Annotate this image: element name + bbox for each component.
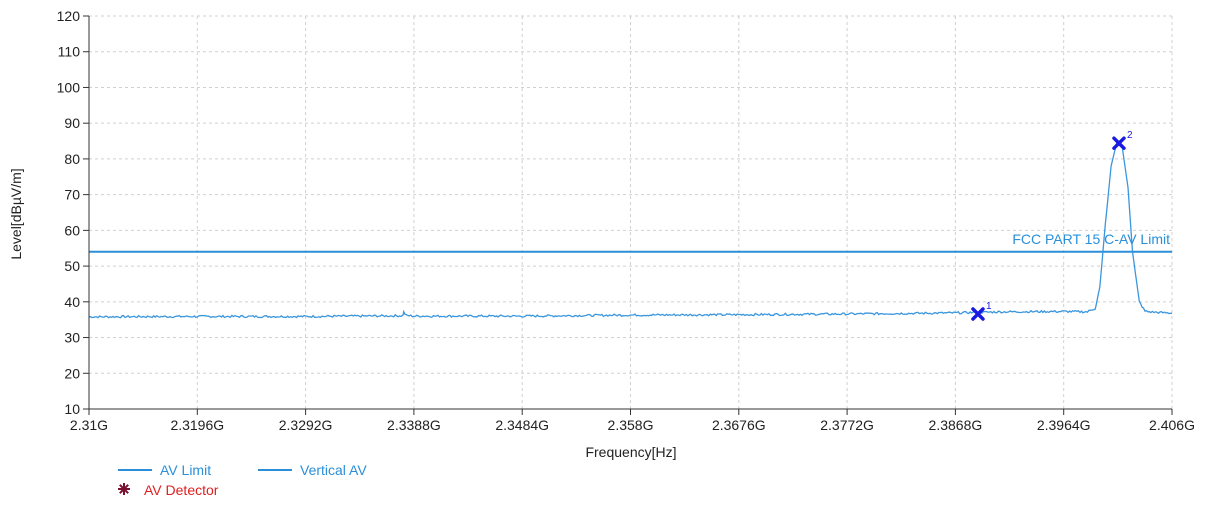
x-tick-label: 2.3676G [712,417,766,433]
x-axis-title: Frequency[Hz] [585,444,676,460]
grid [89,15,1173,409]
y-tick-label: 20 [64,365,80,381]
legend-label: Vertical AV [300,462,367,478]
y-tick-label: 60 [64,222,80,238]
y-tick-label: 100 [57,79,81,95]
y-tick-label: 120 [57,8,81,24]
legend-item: AV Detector [118,482,219,498]
x-tick-label: 2.358G [608,417,654,433]
marker-1: 1 [971,301,992,321]
x-ticks: 2.31G 2.3196G 2.3292G 2.3388G 2.3484G 2.358G 2… [70,409,1195,433]
markers-group: 12 [971,130,1133,321]
series-line-vertical-av [88,141,1172,319]
legend: AV Limit Vertical AV AV Detector [118,462,367,498]
x-tick-label: 2.3388G [387,417,441,433]
legend-item: Vertical AV [258,462,367,478]
x-tick-label: 2.3964G [1037,417,1091,433]
y-tick-label: 30 [64,330,80,346]
y-tick-label: 50 [64,258,80,274]
y-tick-label: 40 [64,294,80,310]
legend-item: AV Limit [118,462,211,478]
x-tick-label: 2.3868G [929,417,983,433]
y-tick-label: 80 [64,151,80,167]
x-tick-label: 2.3292G [279,417,333,433]
legend-label: AV Detector [144,482,219,498]
x-tick-label: 2.3772G [820,417,874,433]
x-tick-label: 2.406G [1149,417,1195,433]
y-tick-label: 10 [64,401,80,417]
limit-line-label: FCC PART 15 C-AV Limit [1012,231,1170,247]
legend-star-icon [118,483,130,495]
legend-label: AV Limit [160,462,211,478]
y-tick-label: 90 [64,115,80,131]
y-ticks: 10 20 30 40 50 60 70 80 90 100 110 120 [57,8,89,417]
marker-label: 2 [1127,130,1133,141]
x-tick-label: 2.3196G [170,417,224,433]
x-tick-label: 2.3484G [495,417,549,433]
marker-2: 2 [1112,130,1133,150]
y-tick-label: 70 [64,187,80,203]
y-axis-title: Level[dBµV/m] [8,168,24,259]
marker-cross [971,307,985,321]
y-tick-label: 110 [58,44,81,60]
marker-cross [1112,136,1126,150]
axes [88,16,1172,410]
x-tick-label: 2.31G [70,417,108,433]
marker-label: 1 [986,301,992,312]
series-group [88,141,1172,319]
